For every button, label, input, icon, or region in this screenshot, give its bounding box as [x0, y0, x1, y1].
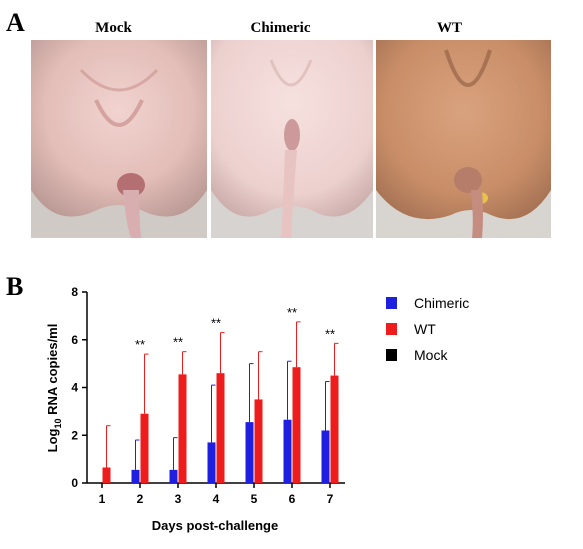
photo-label-mock: Mock — [95, 20, 132, 36]
chimeric-bar-day-2 — [131, 469, 140, 483]
significance-marker-day-4: ** — [211, 316, 221, 331]
x-tick-label-6: 6 — [289, 492, 296, 506]
chimeric-bar-day-4 — [207, 442, 216, 483]
legend-label-mock: Mock — [414, 347, 448, 363]
y-axis-title-rest: RNA copies/ml — [45, 324, 60, 419]
y-tick-label-0: 0 — [71, 476, 78, 490]
x-tick-label-1: 1 — [99, 492, 106, 506]
chimeric-bar-day-3 — [169, 469, 178, 483]
svg-text:Log10 RNA copies/ml: Log10 RNA copies/ml — [45, 324, 63, 453]
x-tick-label-7: 7 — [327, 492, 334, 506]
chimeric-piglet-photo — [211, 40, 373, 238]
wt-bar-day-5 — [254, 399, 263, 483]
y-axis-title-main: Log — [45, 428, 60, 452]
legend-label-chimeric: Chimeric — [414, 295, 469, 311]
significance-marker-day-6: ** — [287, 305, 297, 320]
x-tick-label-4: 4 — [213, 492, 220, 506]
chimeric-bar-day-6 — [283, 419, 292, 483]
chimeric-bar-day-5 — [245, 422, 254, 483]
wt-bar-day-7 — [330, 375, 339, 483]
wt-bar-day-2 — [140, 413, 149, 483]
wt-bar-day-6 — [292, 367, 301, 483]
wt-bar-day-3 — [178, 374, 187, 483]
wt-bar-day-4 — [216, 373, 225, 483]
legend-swatch-mock — [386, 349, 397, 361]
x-tick-label-2: 2 — [137, 492, 144, 506]
legend-label-wt: WT — [414, 321, 436, 337]
y-axis-title-subscript: 10 — [53, 419, 63, 429]
significance-marker-day-2: ** — [135, 337, 145, 352]
y-axis-title: Log10 RNA copies/ml — [45, 324, 63, 453]
wt-piglet-photo — [376, 40, 551, 238]
legend-swatch-wt — [386, 323, 397, 335]
panel-a-letter: A — [6, 8, 25, 37]
significance-marker-day-3: ** — [173, 335, 183, 350]
wt-bar-day-1 — [102, 467, 111, 483]
y-tick-label-8: 8 — [71, 285, 78, 299]
x-axis-title: Days post-challenge — [152, 518, 278, 533]
plot-area: 0 2 4 6 8 1 2 3 4 5 6 7 ** ** ** ** ** — [71, 285, 345, 506]
chimeric-bar-day-7 — [321, 430, 330, 483]
photo-label-wt: WT — [436, 20, 462, 36]
x-tick-label-5: 5 — [251, 492, 258, 506]
legend-swatch-chimeric — [386, 297, 397, 309]
bar-chart: Log10 RNA copies/ml Days post-challenge … — [45, 285, 469, 533]
y-tick-label-2: 2 — [71, 428, 78, 442]
mock-piglet-photo — [31, 40, 207, 238]
photo-label-chimeric: Chimeric — [250, 20, 311, 36]
legend: Chimeric WT Mock — [386, 295, 469, 363]
y-tick-label-6: 6 — [71, 333, 78, 347]
panel-b-letter: B — [6, 272, 24, 301]
significance-marker-day-7: ** — [325, 326, 335, 341]
y-tick-label-4: 4 — [71, 381, 78, 395]
x-tick-label-3: 3 — [175, 492, 182, 506]
